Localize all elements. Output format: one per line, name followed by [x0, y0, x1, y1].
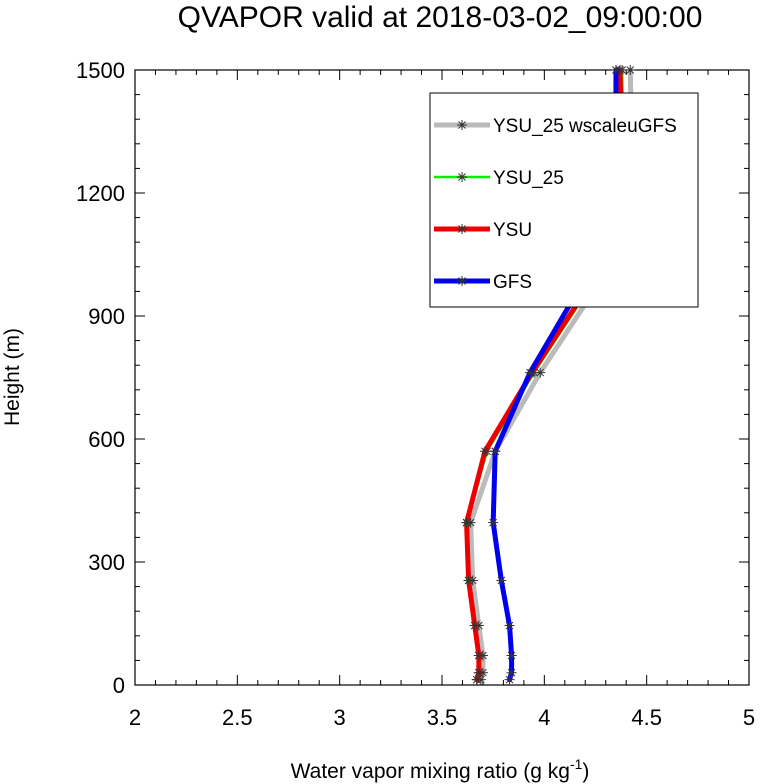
legend-item-ysu-25: YSU_25	[434, 168, 564, 189]
data-point	[463, 575, 474, 586]
legend-item-gfs: GFS	[434, 272, 532, 293]
axis-tick-labels: 2 2.5 3 3.5 4 4.5 5 0 300 600 900 1200 1500	[76, 58, 755, 730]
legend-item-ysu-25-wscaleugfs: YSU_25 wscaleuGFS	[434, 116, 677, 137]
y-axis-label: Height (m)	[1, 328, 24, 426]
legend-item-ysu: YSU	[434, 220, 532, 241]
x-tick-label: 2	[129, 705, 141, 730]
data-point	[490, 446, 501, 457]
legend-box	[429, 92, 699, 308]
data-point	[473, 650, 484, 661]
y-tick-label: 900	[88, 304, 125, 329]
data-point	[506, 667, 517, 678]
data-point	[504, 620, 515, 631]
y-tick-label: 600	[88, 427, 125, 452]
data-point	[525, 367, 536, 378]
y-tick-label: 1200	[76, 181, 125, 206]
data-point	[504, 674, 515, 685]
x-axis-label-superscript: -1	[570, 756, 583, 772]
x-tick-label: 3.5	[427, 705, 458, 730]
data-point	[479, 446, 490, 457]
x-tick-label: 5	[743, 705, 755, 730]
legend-label: YSU_25 wscaleuGFS	[493, 116, 677, 137]
chart-title: QVAPOR valid at 2018-03-02_09:00:00	[178, 1, 703, 34]
data-point	[471, 674, 482, 685]
x-axis-label: Water vapor mixing ratio (g kg-1)	[291, 756, 590, 783]
legend-label: GFS	[493, 272, 532, 293]
x-tick-label: 4	[538, 705, 550, 730]
data-point	[610, 65, 621, 75]
data-point	[535, 367, 546, 378]
legend-marker	[457, 120, 467, 130]
data-point	[473, 667, 484, 678]
x-axis-label-main: Water vapor mixing ratio (g kg	[291, 760, 570, 783]
y-tick-label: 1500	[76, 58, 125, 83]
y-tick-label: 0	[113, 673, 125, 698]
data-point	[488, 517, 499, 528]
data-point	[625, 65, 636, 75]
data-point	[506, 650, 517, 661]
legend: YSU_25 wscaleuGFS YSU_25 YSU GFS	[429, 92, 699, 308]
legend-marker	[457, 276, 467, 286]
legend-label: YSU_25	[493, 168, 564, 189]
data-point	[496, 575, 507, 586]
legend-marker	[457, 172, 467, 182]
y-tick-label: 300	[88, 550, 125, 575]
axis-ticks	[134, 69, 750, 686]
x-tick-label: 4.5	[631, 705, 662, 730]
legend-marker	[457, 224, 467, 234]
x-tick-label: 3	[334, 705, 346, 730]
data-point	[461, 517, 472, 528]
legend-label: YSU	[493, 220, 532, 241]
x-axis-label-end: )	[582, 760, 589, 783]
data-point	[469, 620, 480, 631]
x-tick-label: 2.5	[222, 705, 253, 730]
